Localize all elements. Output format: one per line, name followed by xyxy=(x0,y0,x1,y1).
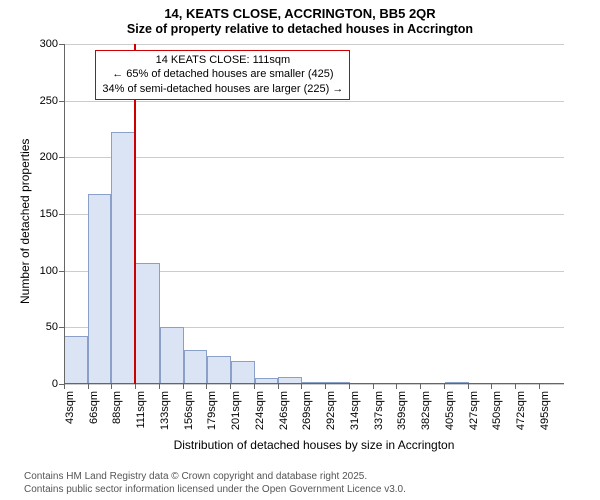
y-tick-label: 200 xyxy=(40,151,64,163)
gridline-h xyxy=(64,101,564,102)
x-tick-label: 66sqm xyxy=(86,391,100,424)
footer-line-1: Contains HM Land Registry data © Crown c… xyxy=(24,471,406,484)
histogram-bar xyxy=(88,194,111,384)
histogram-bar xyxy=(111,132,135,384)
y-tick-label: 100 xyxy=(40,265,64,277)
x-tick-mark xyxy=(183,384,184,389)
callout-box: 14 KEATS CLOSE: 111sqm← 65% of detached … xyxy=(95,50,350,100)
x-tick-label: 472sqm xyxy=(513,391,527,430)
x-tick-label: 405sqm xyxy=(442,391,456,430)
x-tick-label: 43sqm xyxy=(62,391,76,424)
x-tick-label: 179sqm xyxy=(204,391,218,430)
y-tick-label: 250 xyxy=(40,95,64,107)
x-tick-mark xyxy=(373,384,374,389)
callout-line-1: 14 KEATS CLOSE: 111sqm xyxy=(102,53,343,67)
y-tick-label: 300 xyxy=(40,38,64,50)
title-line-2: Size of property relative to detached ho… xyxy=(0,22,600,38)
y-tick-label: 150 xyxy=(40,208,64,220)
x-tick-mark xyxy=(135,384,136,389)
x-tick-mark xyxy=(278,384,279,389)
x-tick-mark xyxy=(396,384,397,389)
x-tick-mark xyxy=(64,384,65,389)
x-tick-mark xyxy=(88,384,89,389)
x-tick-label: 156sqm xyxy=(181,391,195,430)
x-tick-mark xyxy=(444,384,445,389)
x-tick-mark xyxy=(349,384,350,389)
callout-line-2: ← 65% of detached houses are smaller (42… xyxy=(102,67,343,81)
x-tick-label: 427sqm xyxy=(466,391,480,430)
gridline-h xyxy=(64,384,564,385)
footer: Contains HM Land Registry data © Crown c… xyxy=(0,471,406,496)
histogram-bar xyxy=(135,263,159,384)
x-tick-mark xyxy=(230,384,231,389)
histogram-bar xyxy=(207,356,231,384)
title-block: 14, KEATS CLOSE, ACCRINGTON, BB5 2QR Siz… xyxy=(0,0,600,38)
x-tick-label: 246sqm xyxy=(276,391,290,430)
x-tick-mark xyxy=(325,384,326,389)
x-tick-label: 133sqm xyxy=(157,391,171,430)
x-tick-mark xyxy=(301,384,302,389)
x-tick-mark xyxy=(539,384,540,389)
histogram-bar xyxy=(184,350,207,384)
gridline-h xyxy=(64,157,564,158)
histogram-bar xyxy=(231,361,255,384)
y-axis-label: Number of detached properties xyxy=(18,139,32,304)
x-axis-line xyxy=(64,383,564,384)
title-line-1: 14, KEATS CLOSE, ACCRINGTON, BB5 2QR xyxy=(0,6,600,22)
footer-line-2: Contains public sector information licen… xyxy=(24,484,406,497)
x-tick-label: 382sqm xyxy=(418,391,432,430)
callout-line-3: 34% of semi-detached houses are larger (… xyxy=(102,82,343,96)
histogram-bar xyxy=(160,327,184,384)
x-tick-label: 314sqm xyxy=(347,391,361,430)
x-tick-mark xyxy=(420,384,421,389)
x-tick-mark xyxy=(468,384,469,389)
x-tick-label: 269sqm xyxy=(299,391,313,430)
y-tick-label: 50 xyxy=(46,321,64,333)
y-axis-line xyxy=(64,44,65,384)
y-tick-label: 0 xyxy=(52,378,64,390)
x-tick-mark xyxy=(491,384,492,389)
x-tick-label: 450sqm xyxy=(489,391,503,430)
x-tick-mark xyxy=(111,384,112,389)
x-tick-label: 359sqm xyxy=(394,391,408,430)
gridline-h xyxy=(64,44,564,45)
x-tick-label: 111sqm xyxy=(133,391,147,429)
plot-area: 05010015020025030043sqm66sqm88sqm111sqm1… xyxy=(64,44,564,384)
histogram-bar xyxy=(64,336,88,384)
x-tick-label: 88sqm xyxy=(109,391,123,424)
chart-wrapper: 14, KEATS CLOSE, ACCRINGTON, BB5 2QR Siz… xyxy=(0,0,600,500)
x-tick-mark xyxy=(515,384,516,389)
x-tick-mark xyxy=(159,384,160,389)
x-axis-label: Distribution of detached houses by size … xyxy=(64,438,564,452)
x-tick-label: 495sqm xyxy=(537,391,551,430)
x-tick-label: 224sqm xyxy=(252,391,266,430)
x-tick-label: 201sqm xyxy=(228,391,242,430)
x-tick-label: 292sqm xyxy=(323,391,337,430)
gridline-h xyxy=(64,214,564,215)
x-tick-mark xyxy=(254,384,255,389)
x-tick-label: 337sqm xyxy=(371,391,385,430)
x-tick-mark xyxy=(206,384,207,389)
